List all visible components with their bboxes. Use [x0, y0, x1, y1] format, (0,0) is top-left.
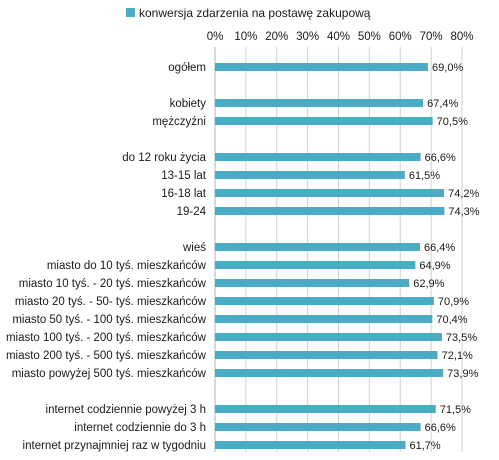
value-label: 64,9% — [419, 260, 450, 272]
legend: konwersja zdarzenia na postawę zakupową — [126, 6, 371, 20]
value-label: 70,5% — [437, 116, 468, 128]
category-label: internet codziennie do 3 h — [74, 422, 206, 434]
category-label: 13-15 lat — [161, 170, 207, 182]
value-label: 62,9% — [413, 278, 444, 290]
category-label: internet codziennie powyżej 3 h — [46, 404, 206, 416]
value-label: 61,5% — [409, 170, 440, 182]
bar — [215, 261, 416, 269]
x-tick-label: 40% — [327, 31, 350, 43]
bar — [215, 279, 410, 287]
category-label: miasto 50 tyś. - 100 tyś. mieszkańców — [12, 314, 206, 326]
x-tick-label: 70% — [420, 31, 443, 43]
value-label: 70,4% — [436, 314, 467, 326]
x-tick-label: 20% — [265, 31, 288, 43]
value-label: 70,9% — [438, 296, 469, 308]
category-label: miasto do 10 tyś. mieszkańców — [47, 260, 207, 272]
bars — [215, 63, 445, 449]
x-tick-label: 10% — [234, 31, 257, 43]
x-tick-label: 50% — [358, 31, 381, 43]
category-labels: ogółem kobiety mężczyźni do 12 roku życia 13… — [6, 62, 207, 452]
value-labels: 69,0% 67,4% 70,5% 66,6% 61,5% 74,2% 74,3% 66,4%… — [409, 62, 480, 452]
category-label: 19-24 — [177, 206, 207, 218]
value-label: 61,7% — [409, 440, 440, 452]
bar — [215, 189, 445, 197]
bar — [215, 99, 424, 107]
bar — [215, 441, 406, 449]
category-label: kobiety — [170, 98, 207, 110]
bar — [215, 63, 429, 71]
category-label: miasto 10 tyś. - 20 tyś. mieszkańców — [19, 278, 207, 290]
bar — [215, 297, 434, 305]
x-tick-labels: 0% 10% 20% 30% 40% 50% 60% 70% 80% — [207, 31, 474, 43]
category-label: do 12 roku życia — [122, 152, 206, 164]
bar — [215, 423, 421, 431]
category-label: miasto 200 tyś. - 500 tyś. mieszkańców — [6, 350, 207, 362]
value-label: 66,6% — [425, 422, 456, 434]
x-tick-label: 60% — [389, 31, 412, 43]
value-label: 71,5% — [440, 404, 471, 416]
category-label: internet przynajmniej raz w tygodniu — [23, 440, 206, 452]
value-label: 73,9% — [447, 368, 478, 380]
value-label: 66,4% — [424, 242, 455, 254]
bar — [215, 207, 445, 215]
x-tick-label: 30% — [296, 31, 319, 43]
value-label: 74,3% — [448, 206, 479, 218]
value-label: 66,6% — [425, 152, 456, 164]
category-label: miasto powyżej 500 tyś. mieszkańców — [12, 368, 207, 380]
x-tick-label: 0% — [207, 31, 224, 43]
value-label: 69,0% — [432, 62, 463, 74]
value-label: 67,4% — [427, 98, 458, 110]
x-tick-label: 80% — [450, 31, 473, 43]
category-label: mężczyźni — [152, 116, 206, 128]
bar — [215, 333, 442, 341]
category-label: wieś — [182, 242, 206, 254]
bar — [215, 351, 438, 359]
category-label: 16-18 lat — [161, 188, 207, 200]
bar — [215, 243, 421, 251]
bar — [215, 117, 433, 125]
legend-swatch — [126, 8, 135, 17]
legend-label: konwersja zdarzenia na postawę zakupową — [139, 6, 371, 20]
bar — [215, 171, 405, 179]
category-label: miasto 100 tyś. - 200 tyś. mieszkańców — [6, 332, 207, 344]
bar — [215, 405, 436, 413]
bar — [215, 315, 433, 323]
value-label: 74,2% — [448, 188, 479, 200]
bar — [215, 369, 444, 377]
category-label: miasto 20 tyś. - 50- tyś. mieszkańców — [15, 296, 207, 308]
bar — [215, 153, 421, 161]
value-label: 73,5% — [446, 332, 477, 344]
category-label: ogółem — [168, 62, 206, 74]
value-label: 72,1% — [442, 350, 473, 362]
